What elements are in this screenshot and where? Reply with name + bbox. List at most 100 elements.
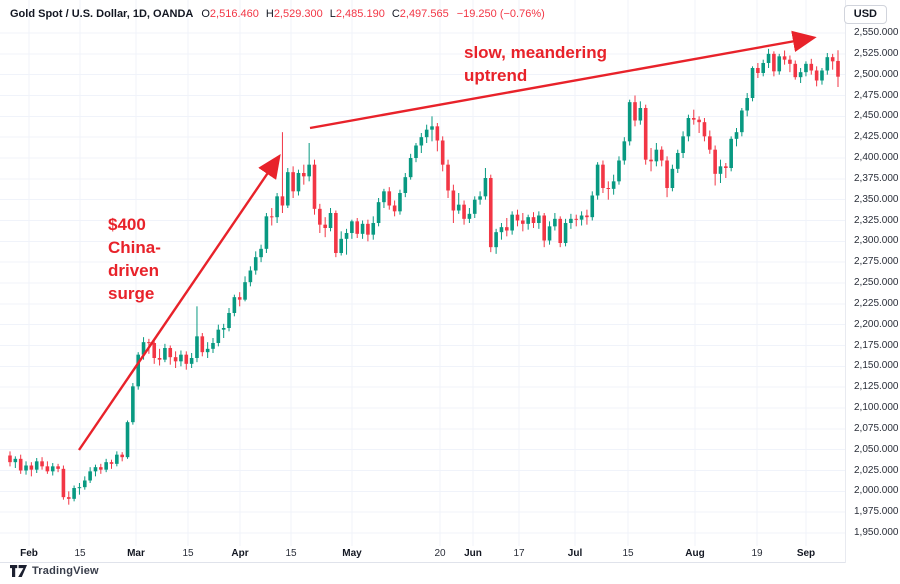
candle [360, 220, 365, 239]
candle [734, 128, 739, 147]
candle [211, 338, 215, 353]
price-axis-label: 2,525.000 [854, 47, 899, 59]
time-axis-label: 15 [622, 548, 634, 559]
candle [761, 59, 766, 77]
time-axis-label: Jun [464, 548, 482, 559]
candle [654, 143, 659, 167]
candle [633, 95, 637, 127]
candle [24, 461, 28, 475]
candle [430, 116, 434, 142]
candle [307, 143, 311, 182]
candle [376, 198, 381, 227]
candle [772, 51, 776, 77]
candle [713, 145, 717, 186]
candle [248, 266, 253, 287]
candle [440, 136, 445, 172]
price-axis-label: 2,100.000 [854, 402, 899, 413]
candle [825, 53, 830, 75]
candle [531, 212, 536, 228]
price-axis-label: 2,150.000 [854, 360, 899, 372]
candle [611, 174, 616, 195]
candle [334, 210, 338, 258]
time-scale[interactable]: Feb 15 Mar 15 Apr 15 May 20 Jun 17 Jul 15 Aug 19 Sep [0, 546, 900, 563]
candle [627, 99, 632, 146]
candle [115, 451, 119, 467]
candle [184, 351, 189, 370]
candle [34, 458, 39, 473]
candle [29, 462, 34, 477]
candle [387, 187, 392, 210]
candle [200, 333, 205, 357]
candle [408, 153, 413, 180]
candle [157, 348, 162, 366]
candle [264, 213, 269, 253]
price-axis-label: 2,050.000 [854, 443, 899, 455]
candle [253, 251, 258, 275]
candle [285, 168, 290, 208]
ohlc-value: O2,516.460 [201, 8, 259, 20]
candle [649, 148, 653, 172]
candle [280, 132, 285, 213]
candle [152, 341, 157, 364]
candle [681, 131, 685, 158]
candle [131, 383, 135, 425]
price-scale[interactable]: 2,550.000 2,525.000 2,500.000 2,475.000 2,45… [845, 0, 900, 563]
candle [302, 164, 306, 185]
candle [269, 208, 274, 226]
trend-arrow-1[interactable] [78, 154, 281, 451]
candle [66, 491, 71, 505]
candle [793, 60, 798, 80]
candle [804, 61, 808, 77]
candle [686, 114, 691, 142]
time-axis-label: 19 [751, 548, 763, 559]
candle [675, 149, 680, 173]
candle [590, 191, 595, 221]
candle [745, 93, 749, 117]
price-axis-label: 2,425.000 [854, 131, 899, 143]
candle [526, 214, 530, 230]
candle [830, 53, 835, 70]
candle [494, 228, 498, 254]
candle [569, 213, 573, 229]
time-axis-label: Apr [231, 548, 249, 559]
price-axis-label: 2,275.000 [854, 256, 899, 268]
candle [756, 63, 760, 78]
currency-button[interactable]: USD [843, 5, 887, 24]
candle [13, 456, 18, 468]
candle [221, 323, 226, 338]
candle [724, 163, 728, 178]
candle [419, 133, 424, 153]
candle [537, 211, 541, 229]
tradingview-logo[interactable]: TradingView [10, 565, 99, 577]
grid [0, 0, 845, 546]
candle [558, 216, 563, 248]
ohlc-value: L2,485.190 [329, 8, 385, 20]
candle [472, 196, 477, 218]
price-axis-label: 2,375.000 [854, 172, 899, 184]
candle [296, 169, 301, 196]
price-axis-label: 1,975.000 [854, 506, 899, 518]
annotation-surge[interactable]: $400 China- driven surge [108, 215, 161, 303]
candle [237, 292, 242, 307]
symbol-title[interactable]: Gold Spot / U.S. Dollar, 1D, OANDA [10, 8, 194, 20]
candle [542, 213, 546, 248]
candle [521, 213, 525, 232]
candle [125, 420, 130, 459]
candle [515, 209, 520, 227]
candle [350, 219, 354, 239]
candle [766, 48, 771, 68]
candle [670, 164, 675, 192]
candle [697, 116, 701, 133]
candle [488, 174, 493, 253]
time-axis-label: Jul [567, 548, 583, 559]
trend-arrow-2[interactable] [309, 30, 817, 130]
candle [45, 461, 50, 474]
candle [499, 223, 504, 240]
candle [585, 209, 589, 225]
candle [601, 160, 605, 193]
candle [328, 208, 333, 232]
annotation-uptrend[interactable]: slow, meandering uptrend [464, 43, 607, 85]
candle [643, 104, 648, 165]
candle [483, 168, 488, 200]
